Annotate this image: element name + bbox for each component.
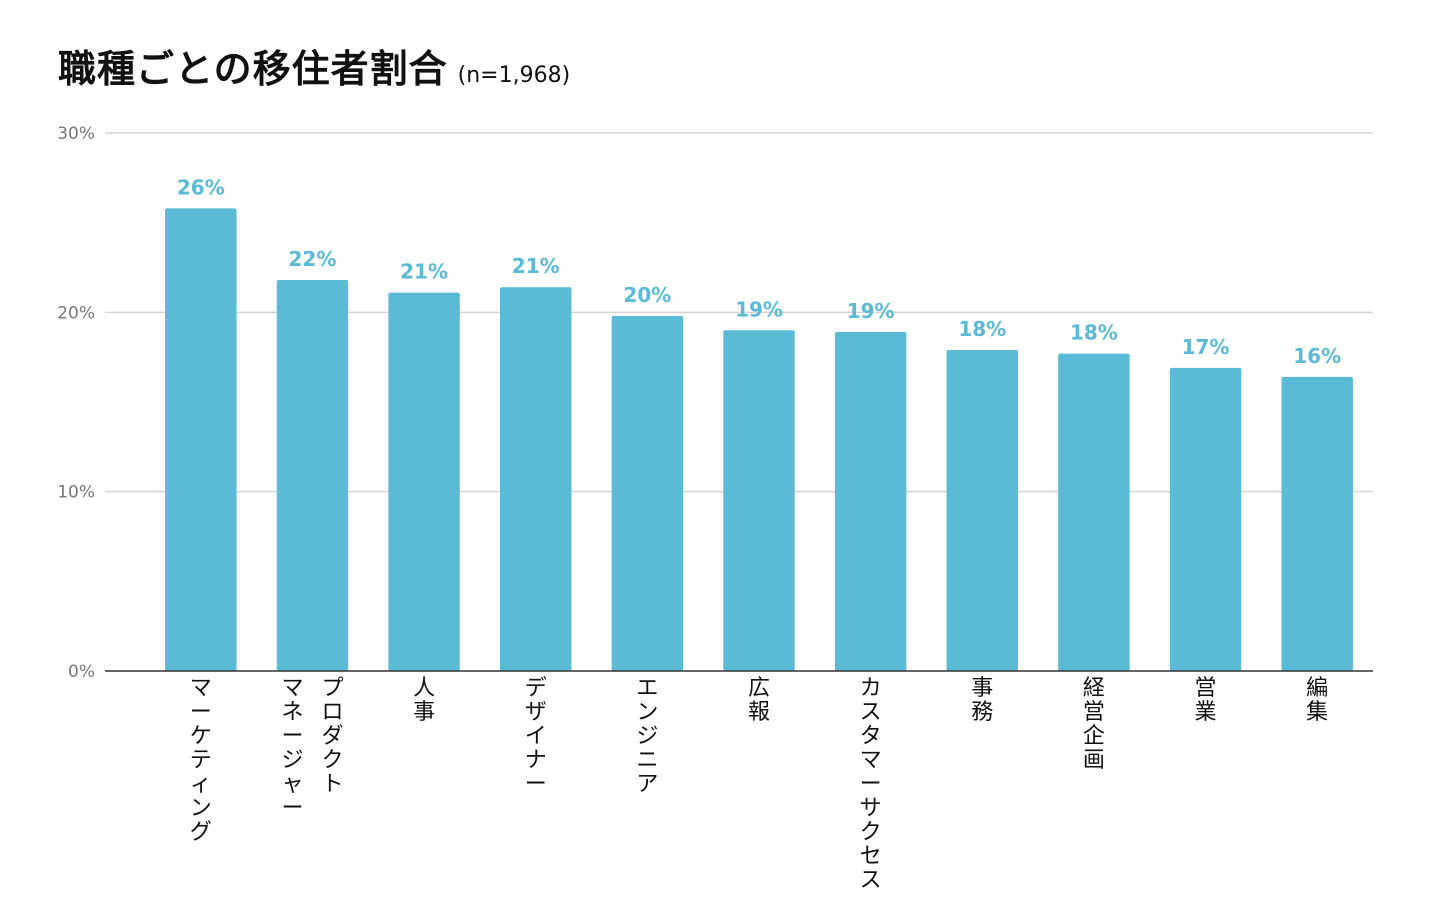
bar <box>276 280 349 671</box>
chart-title-text: 職種ごとの移住者割合 <box>58 47 448 91</box>
bar <box>388 292 460 671</box>
data-label: 16% <box>1293 344 1341 368</box>
bar <box>1058 353 1130 671</box>
data-label: 22% <box>289 247 337 271</box>
bar <box>1169 367 1242 671</box>
x-tick-label: カスタマーサクセス <box>860 676 882 893</box>
bar <box>946 349 1018 671</box>
data-label: 18% <box>958 317 1006 341</box>
data-label: 21% <box>400 260 448 284</box>
y-tick-label: 0% <box>68 662 95 682</box>
x-tick-label: 事務 <box>971 676 993 725</box>
bar <box>1281 376 1353 671</box>
data-label: 21% <box>512 254 560 278</box>
x-tick-label: マネージャー <box>281 676 303 821</box>
x-tick-label: プロダクト <box>321 676 343 797</box>
y-tick-label: 20% <box>57 303 95 323</box>
x-tick-label: 広報 <box>748 676 770 725</box>
data-label: 18% <box>1070 321 1118 345</box>
bar <box>165 208 237 671</box>
bar <box>611 315 684 671</box>
x-tick-label: デザイナー <box>525 676 547 797</box>
bar <box>500 287 572 671</box>
chart-title: 職種ごとの移住者割合 (n=1,968) <box>58 38 570 93</box>
x-tick-label: エンジニア <box>636 676 658 797</box>
bar <box>834 332 907 671</box>
data-label: 19% <box>847 299 895 323</box>
x-tick-label: 経営企画 <box>1083 676 1105 773</box>
y-tick-label: 30% <box>57 124 95 144</box>
chart-subtitle: (n=1,968) <box>457 63 571 88</box>
y-tick-label: 10% <box>57 483 95 503</box>
data-label: 20% <box>623 283 671 307</box>
x-tick-label: 営業 <box>1195 676 1217 725</box>
data-label: 17% <box>1182 335 1230 359</box>
bar <box>723 330 795 671</box>
x-tick-label: 編集 <box>1306 676 1328 725</box>
data-label: 19% <box>735 297 783 321</box>
x-tick-label: 人事 <box>413 676 435 725</box>
x-tick-label: マーケティング <box>190 676 212 845</box>
data-label: 26% <box>177 175 225 199</box>
